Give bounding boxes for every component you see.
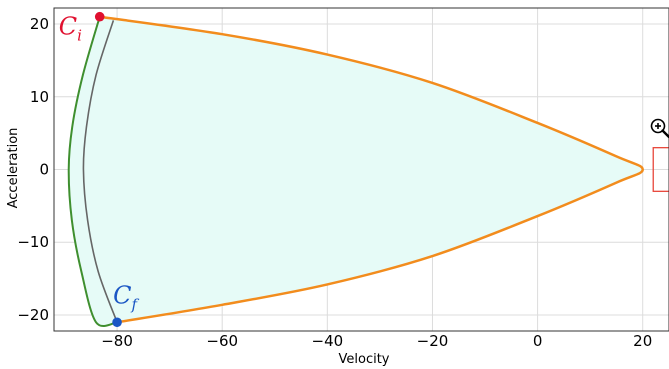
zoom-region-box[interactable] [652,147,669,192]
x-tick-label: 0 [533,332,543,350]
y-tick-label: 20 [30,15,49,33]
x-tick-label: −80 [101,332,133,350]
point-label-f: Cf [113,281,139,313]
x-tick-label: −60 [206,332,238,350]
point-marker-f [112,317,122,328]
points: Ci Cf [59,11,139,328]
zoom-in-icon[interactable] [650,118,669,139]
series-green-line [67,16,118,327]
x-axis-label: Velocity [339,352,390,367]
y-tick-label: −20 [17,306,49,324]
x-tick-label: 20 [633,332,652,350]
series-gray-line [82,20,118,323]
y-axis-label: Acceleration [6,128,21,209]
series-orange-line [99,15,644,324]
ticks: −80 −60 −40 −20 0 20 −20 −10 0 10 20 [17,15,652,350]
y-tick-label: −10 [17,233,49,251]
point-label-i: Ci [59,13,82,45]
data-layer [67,15,669,327]
y-tick-label: 0 [39,161,49,179]
x-tick-label: −20 [417,332,449,350]
plot-frame [53,7,669,332]
point-marker-i [94,11,105,22]
y-tick-label: 10 [30,88,49,106]
x-tick-label: −40 [312,332,344,350]
feasible-region [68,16,643,327]
